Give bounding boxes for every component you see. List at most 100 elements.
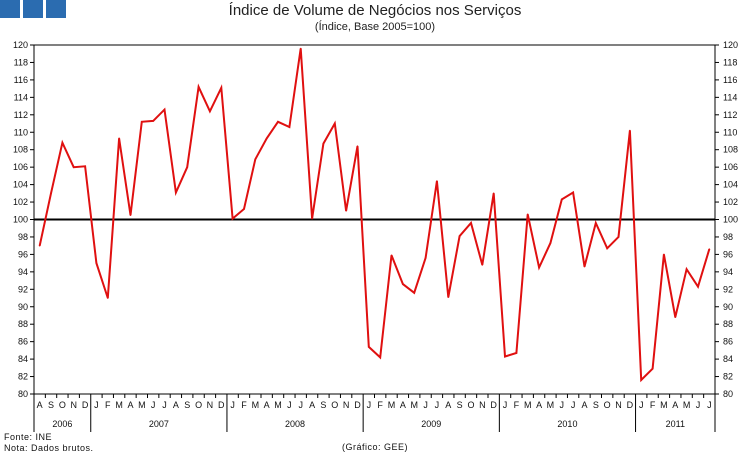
data-point (118, 137, 120, 140)
y-tick-label-right: 82 (723, 372, 733, 382)
y-tick-label-left: 110 (14, 127, 28, 137)
y-tick-label-left: 94 (18, 267, 28, 277)
data-point (197, 86, 200, 88)
data-point (515, 352, 518, 354)
month-label: J (230, 400, 235, 410)
data-point (549, 242, 552, 244)
month-label: D (82, 400, 89, 410)
y-tick-label-left: 116 (14, 75, 28, 85)
month-label: N (207, 400, 214, 410)
month-label: N (343, 400, 350, 410)
y-tick-label-right: 92 (723, 284, 733, 294)
y-tick-label-right: 104 (723, 180, 738, 190)
y-tick-label-right: 108 (723, 145, 738, 155)
month-label: S (184, 400, 190, 410)
data-point (538, 266, 540, 269)
data-point (50, 192, 52, 195)
month-label: F (650, 400, 656, 410)
data-point (504, 355, 506, 358)
data-point (390, 254, 393, 257)
y-tick-label-left: 114 (14, 92, 28, 102)
y-tick-label-right: 102 (723, 197, 738, 207)
y-tick-label-left: 88 (18, 319, 28, 329)
month-label: D (627, 400, 634, 410)
data-point (356, 145, 359, 148)
y-tick-label-left: 102 (13, 197, 28, 207)
chart-title: Índice de Volume de Negócios nos Serviço… (228, 2, 522, 19)
data-point (583, 265, 586, 268)
data-point (72, 166, 75, 168)
data-point (129, 214, 132, 216)
chart-subtitle: (Índice, Base 2005=100) (314, 21, 436, 33)
year-label: 2007 (149, 419, 169, 429)
data-point (697, 285, 699, 288)
y-tick-label-right: 120 (723, 40, 738, 50)
data-point (606, 247, 608, 250)
month-label: S (593, 400, 599, 410)
data-point (209, 110, 211, 113)
month-label: J (639, 400, 644, 410)
data-point (163, 108, 166, 111)
month-label: S (320, 400, 326, 410)
data-point (152, 120, 154, 122)
month-label: M (524, 400, 532, 410)
month-label: J (503, 400, 508, 410)
data-point (458, 235, 461, 237)
data-point (674, 316, 677, 319)
data-point (288, 126, 291, 128)
month-label: M (274, 400, 282, 410)
month-label: A (127, 400, 133, 410)
month-label: S (457, 400, 463, 410)
y-tick-label-left: 80 (18, 389, 28, 399)
data-point (299, 47, 302, 50)
month-label: N (70, 400, 77, 410)
year-label: 2009 (421, 419, 441, 429)
y-tick-label-left: 98 (18, 232, 28, 242)
y-tick-label-right: 116 (723, 75, 737, 85)
month-label: F (241, 400, 247, 410)
month-label: F (105, 400, 111, 410)
month-label: M (115, 400, 123, 410)
data-point (38, 244, 41, 247)
data-point (84, 165, 86, 168)
y-tick-label-right: 94 (723, 267, 733, 277)
month-label: M (138, 400, 146, 410)
y-tick-label-right: 98 (723, 232, 733, 242)
y-tick-label-right: 84 (723, 354, 733, 364)
data-point (402, 283, 404, 285)
data-point (572, 191, 574, 194)
month-label: D (490, 400, 497, 410)
source-note: Fonte: INE (4, 432, 53, 442)
y-tick-label-left: 120 (13, 40, 28, 50)
data-point (333, 122, 336, 125)
data-point (379, 356, 381, 359)
logo (0, 0, 66, 18)
logo-block-3 (46, 0, 66, 18)
month-label: J (696, 400, 701, 410)
y-tick-label-right: 88 (723, 319, 733, 329)
data-point (106, 297, 109, 299)
month-label: J (94, 400, 99, 410)
month-label: N (615, 400, 622, 410)
data-point (311, 217, 313, 220)
y-tick-label-left: 96 (18, 249, 28, 259)
month-label: A (581, 400, 587, 410)
data-point (413, 291, 416, 294)
data-point (95, 262, 98, 264)
data-point (243, 208, 245, 210)
data-point (265, 137, 268, 140)
data-point (640, 379, 643, 381)
data-point (560, 198, 563, 201)
y-tick-label-right: 90 (723, 302, 733, 312)
month-label: A (536, 400, 542, 410)
month-label: M (410, 400, 418, 410)
year-label: 2011 (666, 419, 685, 429)
series-line (38, 48, 711, 383)
year-label: 2008 (285, 419, 305, 429)
month-label: D (218, 400, 225, 410)
month-label: D (354, 400, 361, 410)
month-label: M (547, 400, 555, 410)
y-tick-label-left: 108 (13, 145, 28, 155)
chart-credit: (Gráfico: GEE) (341, 442, 408, 452)
month-label: J (151, 400, 156, 410)
